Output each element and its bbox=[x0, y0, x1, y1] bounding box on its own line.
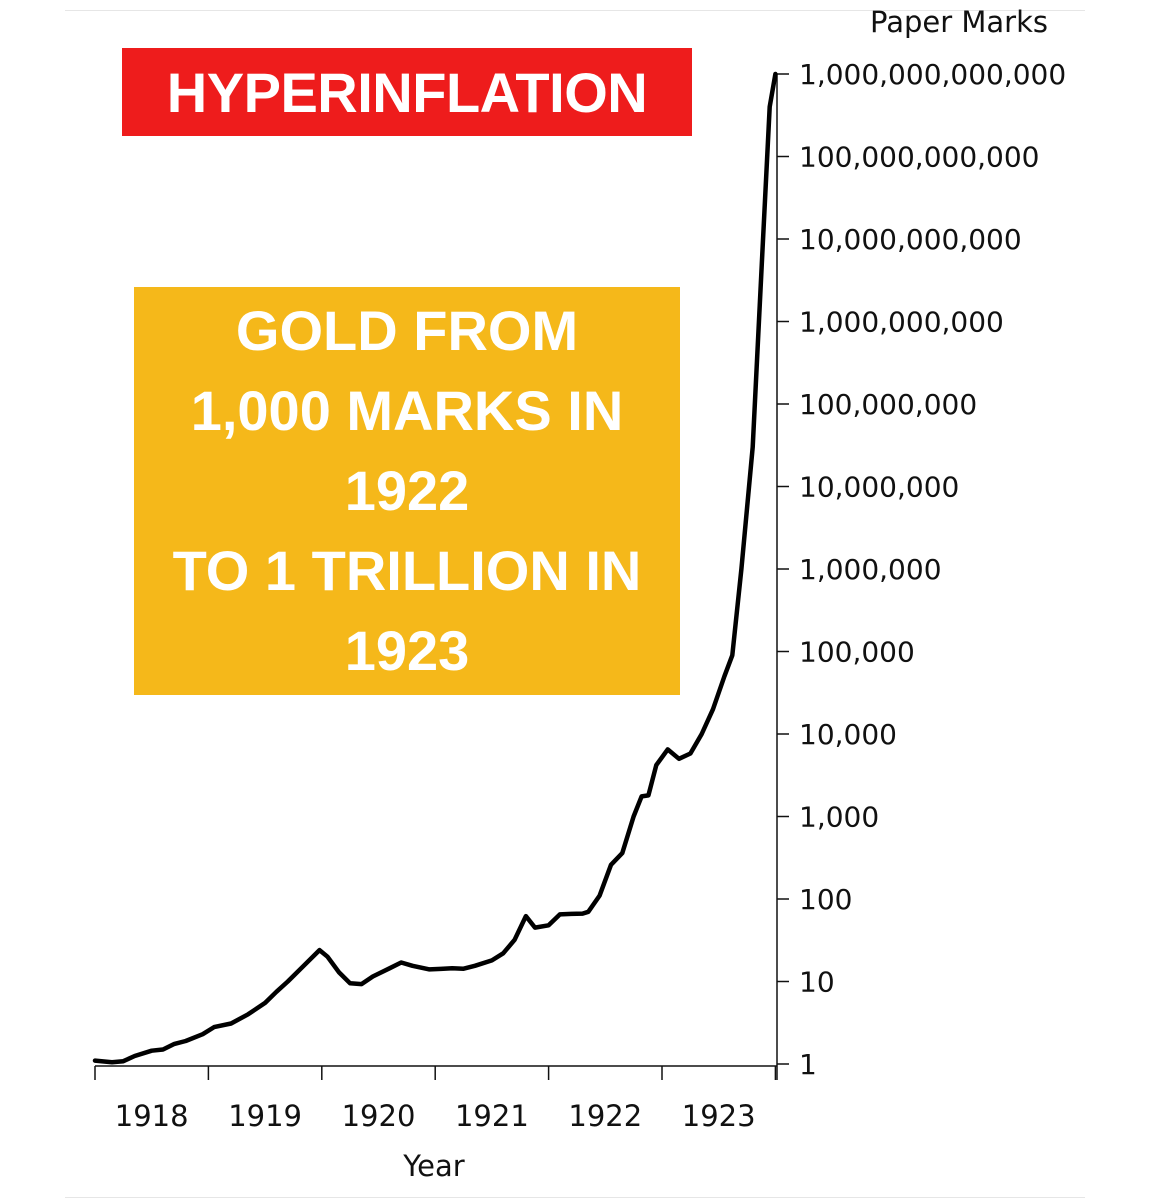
x-tick-label: 1920 bbox=[342, 1099, 416, 1133]
callout-line: 1,000 MARKS IN bbox=[190, 379, 624, 442]
x-axis-ticks: 1918 1919 1920 1921 1922 1923 bbox=[94, 1066, 777, 1133]
y-tick-label: 1 bbox=[799, 1048, 817, 1081]
x-axis-label: Year bbox=[402, 1149, 464, 1183]
y-axis-ticks: 1 10 100 1,000 10,000 100,000 1,000,000 10,000,… bbox=[777, 58, 1066, 1081]
y-tick-label: 1,000,000,000,000 bbox=[799, 58, 1066, 91]
y-tick-label: 10,000 bbox=[799, 718, 897, 751]
y-tick-label: 100,000,000,000 bbox=[799, 141, 1039, 174]
callout-line: TO 1 TRILLION IN bbox=[172, 539, 642, 602]
x-tick-label: 1918 bbox=[115, 1099, 189, 1133]
callout-line: GOLD FROM bbox=[235, 299, 579, 362]
x-tick-label: 1923 bbox=[682, 1099, 756, 1133]
bottom-divider bbox=[65, 1197, 1085, 1198]
y-axis-label: Paper Marks bbox=[870, 5, 1048, 39]
y-tick-label: 1,000 bbox=[799, 801, 879, 834]
y-tick-label: 10,000,000 bbox=[799, 471, 959, 504]
y-tick-label: 100 bbox=[799, 883, 852, 916]
x-tick-label: 1919 bbox=[228, 1099, 302, 1133]
y-tick-label: 1,000,000 bbox=[799, 553, 942, 586]
series-line bbox=[92, 71, 778, 1065]
y-tick-label: 1,000,000,000 bbox=[799, 306, 1004, 339]
y-tick-label: 10,000,000,000 bbox=[799, 223, 1022, 256]
y-tick-label: 100,000,000 bbox=[799, 388, 977, 421]
x-tick-label: 1922 bbox=[568, 1099, 642, 1133]
callout-box: GOLD FROM 1,000 MARKS IN 1922 TO 1 TRILL… bbox=[134, 287, 680, 695]
y-tick-label: 10 bbox=[799, 966, 835, 999]
x-tick-label: 1921 bbox=[455, 1099, 529, 1133]
callout-line: 1923 bbox=[344, 619, 470, 682]
headline-banner: HYPERINFLATION bbox=[122, 48, 692, 136]
top-divider bbox=[65, 10, 1085, 11]
headline-text: HYPERINFLATION bbox=[166, 60, 648, 124]
callout-line: 1922 bbox=[344, 459, 470, 522]
y-tick-label: 100,000 bbox=[799, 636, 915, 669]
